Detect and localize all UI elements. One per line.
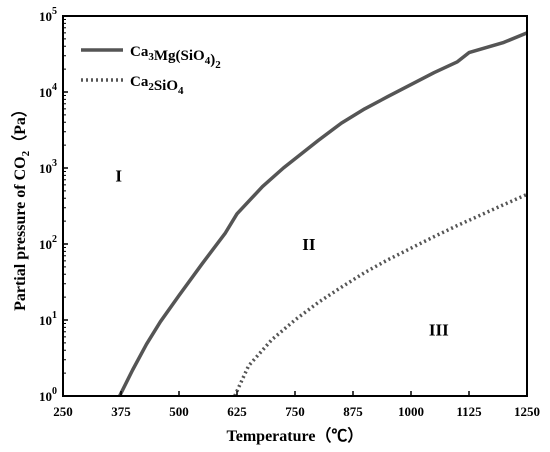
x-tick-label: 625	[227, 404, 247, 419]
x-tick-label: 500	[169, 404, 189, 419]
y-axis-title-unit: （Pa）	[11, 101, 29, 151]
region-label: I	[115, 166, 122, 185]
series-line-ca3mg-sio4-2	[118, 31, 528, 397]
axes-layer: 250 375 500 625 750 875 1000 1125 1250 100 101 102 1…	[39, 6, 540, 419]
x-tick-label: 1125	[456, 404, 482, 419]
x-tick-label: 1250	[514, 404, 540, 419]
legend-label-ca2sio4: Ca2SiO4	[130, 74, 184, 97]
y-tick-label: 103	[39, 158, 57, 176]
series-layer	[118, 31, 528, 397]
y-tick-label: 105	[39, 6, 57, 24]
x-tick-label: 250	[53, 404, 73, 419]
x-tick-label: 375	[111, 404, 131, 419]
x-tick-label: 1000	[398, 404, 424, 419]
plot-frame	[62, 15, 528, 397]
y-axis-title-main: Partial pressure of CO	[12, 156, 29, 311]
x-tick-label: 750	[285, 404, 305, 419]
y-axis-title-subscript: 2	[20, 150, 32, 156]
region-label: III	[429, 320, 449, 339]
x-tick-label: 875	[343, 404, 363, 419]
y-tick-label: 104	[39, 82, 57, 100]
y-axis-title: Partial pressure of CO2（Pa）	[11, 101, 32, 311]
region-label: II	[302, 235, 316, 254]
series-line-ca2sio4	[233, 192, 528, 397]
y-tick-label: 102	[39, 234, 57, 252]
x-axis-title: Temperature（℃）	[227, 427, 364, 445]
legend: Ca3Mg(SiO4)2 Ca2SiO4	[81, 44, 221, 97]
legend-label-ca3mg-sio4-2: Ca3Mg(SiO4)2	[130, 44, 221, 71]
y-tick-label: 101	[39, 310, 57, 328]
y-tick-label: 100	[39, 386, 57, 404]
